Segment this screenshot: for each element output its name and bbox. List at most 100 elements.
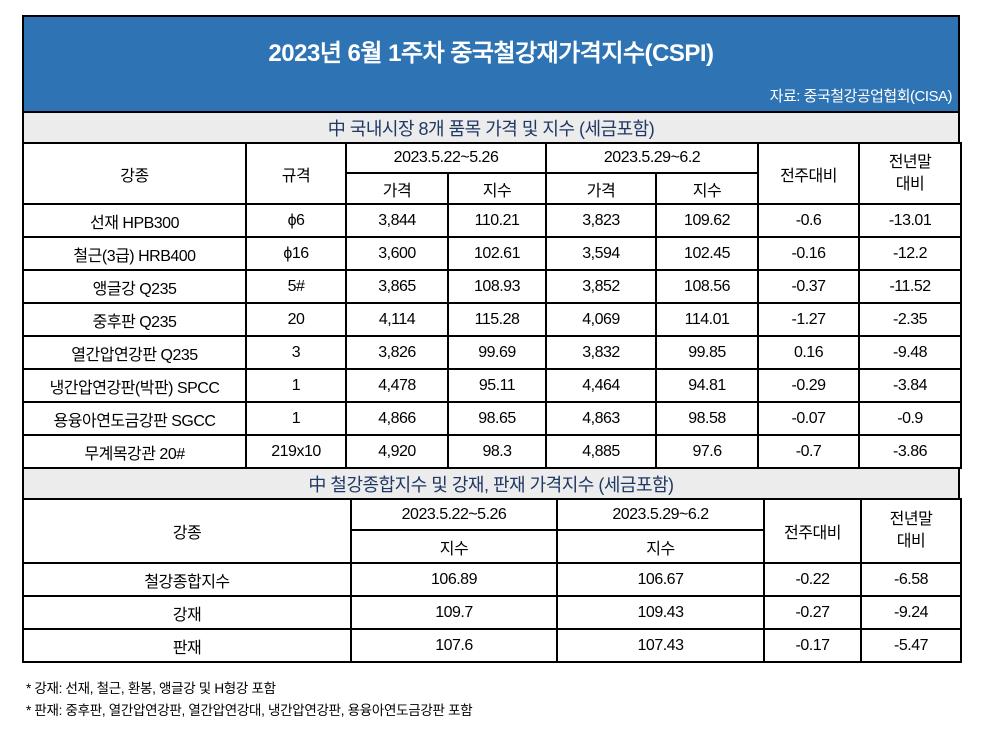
cell-index-w1: 115.28 xyxy=(446,302,548,337)
cell-price-w2: 3,823 xyxy=(545,203,658,238)
header-index-w2: 지수 xyxy=(655,172,760,205)
cell-price-w1: 4,114 xyxy=(345,302,449,337)
cell-grade: 중후판 Q235 xyxy=(22,302,247,337)
cell-ytd: -9.48 xyxy=(858,335,963,370)
cell-price-w1: 4,920 xyxy=(345,434,449,469)
cell-index-w2: 102.45 xyxy=(655,236,760,271)
cell-price-w1: 3,600 xyxy=(345,236,449,271)
cell-index-w2: 109.62 xyxy=(655,203,760,238)
cell-ytd: -13.01 xyxy=(858,203,963,238)
cell-ytd: -11.52 xyxy=(858,269,963,304)
cell-spec: 1 xyxy=(245,401,347,436)
header-period1: 2023.5.22~5.26 xyxy=(344,142,548,174)
cell-price-w1: 3,826 xyxy=(345,335,449,370)
table-row: 용융아연도금강판 SGCC 1 4,866 98.65 4,863 98.58 … xyxy=(22,401,963,436)
cell-index-w2: 109.43 xyxy=(556,595,765,630)
cell-index-w1: 106.89 xyxy=(350,562,558,597)
cell-index-w2: 94.81 xyxy=(655,368,760,403)
cell-grade: 용융아연도금강판 SGCC xyxy=(22,401,247,436)
cell-index-w1: 95.11 xyxy=(446,368,548,403)
header-price-w2: 가격 xyxy=(545,172,658,205)
cell-ytd: -5.47 xyxy=(860,628,962,663)
table-row: 중후판 Q235 20 4,114 115.28 4,069 114.01 -1… xyxy=(22,302,963,337)
cell-price-w2: 3,852 xyxy=(545,269,658,304)
page-title: 2023년 6월 1주차 중국철강재가격지수(CSPI) xyxy=(268,40,714,67)
cell-index-w1: 99.69 xyxy=(446,335,548,370)
section1-heading: 中 국내시장 8개 품목 가격 및 지수 (세금포함) xyxy=(22,111,960,144)
cell-index-w2: 97.6 xyxy=(655,434,760,469)
cell-grade: 무계목강관 20# xyxy=(22,434,247,469)
cell-wow: -0.27 xyxy=(763,595,862,630)
cell-grade: 강재 xyxy=(22,595,352,630)
summary-index-table: 강종 2023.5.22~5.26 2023.5.29~6.2 전주대비 전년말… xyxy=(22,498,962,663)
cell-ytd: -6.58 xyxy=(860,562,962,597)
cell-index-w2: 107.43 xyxy=(556,628,765,663)
header-grade: 강종 xyxy=(22,142,247,205)
cell-index-w1: 107.6 xyxy=(350,628,558,663)
title-banner: 2023년 6월 1주차 중국철강재가격지수(CSPI) 자료: 중국철강공업협… xyxy=(22,15,960,113)
table-row: 판재 107.6 107.43 -0.17 -5.47 xyxy=(22,628,962,663)
price-index-table: 강종 규격 2023.5.22~5.26 2023.5.29~6.2 전주대비 … xyxy=(22,142,963,469)
cell-wow: -0.07 xyxy=(757,401,861,436)
cell-wow: -0.6 xyxy=(757,203,861,238)
header-ytd: 전년말 대비 xyxy=(860,498,962,564)
cell-ytd: -2.35 xyxy=(858,302,963,337)
cell-index-w1: 110.21 xyxy=(446,203,548,238)
header-period1: 2023.5.22~5.26 xyxy=(350,498,558,531)
header-price-w1: 가격 xyxy=(345,172,449,205)
cell-wow: -1.27 xyxy=(757,302,861,337)
cell-spec: 1 xyxy=(245,368,347,403)
cell-wow: -0.22 xyxy=(763,562,862,597)
cell-index-w2: 98.58 xyxy=(655,401,760,436)
cell-spec: 5# xyxy=(245,269,347,304)
cell-price-w2: 4,464 xyxy=(545,368,658,403)
cell-ytd: -9.24 xyxy=(860,595,962,630)
header-wow: 전주대비 xyxy=(763,498,862,564)
cell-spec: 3 xyxy=(245,335,347,370)
section2-heading: 中 철강종합지수 및 강재, 판재 가격지수 (세금포함) xyxy=(22,467,960,500)
cell-index-w2: 108.56 xyxy=(655,269,760,304)
cell-price-w2: 4,885 xyxy=(545,434,658,469)
header-ytd: 전년말 대비 xyxy=(858,142,963,205)
table-row: 열간압연강판 Q235 3 3,826 99.69 3,832 99.85 0.… xyxy=(22,335,963,370)
cell-ytd: -0.9 xyxy=(858,401,963,436)
table-row: 무계목강관 20# 219x10 4,920 98.3 4,885 97.6 -… xyxy=(22,434,963,469)
cell-index-w1: 109.7 xyxy=(350,595,558,630)
cell-price-w2: 4,863 xyxy=(545,401,658,436)
cell-grade: 판재 xyxy=(22,628,352,663)
cell-grade: 앵글강 Q235 xyxy=(22,269,247,304)
cell-index-w2: 106.67 xyxy=(556,562,765,597)
cell-wow: 0.16 xyxy=(757,335,861,370)
cell-ytd: -3.84 xyxy=(858,368,963,403)
header-period2: 2023.5.29~6.2 xyxy=(545,142,760,174)
cell-index-w1: 98.65 xyxy=(446,401,548,436)
cell-price-w1: 3,865 xyxy=(345,269,449,304)
cell-index-w1: 102.61 xyxy=(446,236,548,271)
footnote: * 강재: 선재, 철근, 환봉, 앵글강 및 H형강 포함 xyxy=(26,681,276,696)
source-credit: 자료: 중국철강공업협회(CISA) xyxy=(769,88,953,105)
header-index-w1: 지수 xyxy=(446,172,548,205)
table-row: 선재 HPB300 ϕ6 3,844 110.21 3,823 109.62 -… xyxy=(22,203,963,238)
header-index-w2: 지수 xyxy=(556,529,765,564)
table-row: 강재 109.7 109.43 -0.27 -9.24 xyxy=(22,595,962,630)
header-grade: 강종 xyxy=(22,498,352,564)
header-index-w1: 지수 xyxy=(350,529,558,564)
table-row: 앵글강 Q235 5# 3,865 108.93 3,852 108.56 -0… xyxy=(22,269,963,304)
cell-price-w1: 4,478 xyxy=(345,368,449,403)
cell-spec: ϕ6 xyxy=(245,203,347,238)
cell-grade: 선재 HPB300 xyxy=(22,203,247,238)
cell-price-w2: 3,832 xyxy=(545,335,658,370)
cell-index-w2: 99.85 xyxy=(655,335,760,370)
cell-grade: 열간압연강판 Q235 xyxy=(22,335,247,370)
cell-price-w2: 4,069 xyxy=(545,302,658,337)
cell-ytd: -12.2 xyxy=(858,236,963,271)
cell-wow: -0.16 xyxy=(757,236,861,271)
cell-grade: 냉간압연강판(박판) SPCC xyxy=(22,368,247,403)
cell-grade: 철근(3급) HRB400 xyxy=(22,236,247,271)
cell-index-w1: 98.3 xyxy=(446,434,548,469)
cell-wow: -0.17 xyxy=(763,628,862,663)
footnotes: * 강재: 선재, 철근, 환봉, 앵글강 및 H형강 포함 * 판재: 중후판… xyxy=(22,678,960,722)
table-row: 냉간압연강판(박판) SPCC 1 4,478 95.11 4,464 94.8… xyxy=(22,368,963,403)
cell-price-w2: 3,594 xyxy=(545,236,658,271)
cell-index-w2: 114.01 xyxy=(655,302,760,337)
